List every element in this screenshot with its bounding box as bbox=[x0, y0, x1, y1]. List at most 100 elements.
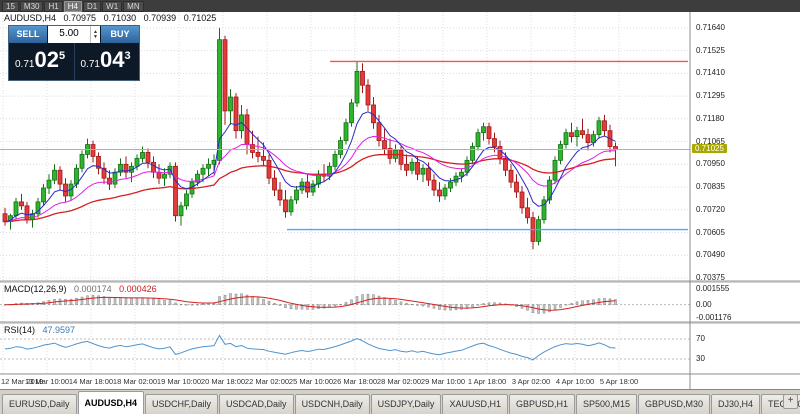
volume-field: 5.00 ▲ ▼ bbox=[47, 26, 101, 43]
date-axis-label: 29 Mar 10:00 bbox=[420, 377, 466, 386]
candle bbox=[338, 136, 343, 159]
candle bbox=[294, 186, 299, 204]
chart-tab-GBPUSD-M30[interactable]: GBPUSD,M30 bbox=[638, 394, 711, 414]
candle bbox=[233, 93, 239, 139]
period-button-D1[interactable]: D1 bbox=[82, 0, 102, 12]
period-button-H1[interactable]: H1 bbox=[44, 0, 63, 12]
buy-price-prefix: 0.71 bbox=[80, 59, 100, 70]
candle bbox=[239, 104, 244, 139]
sell-button[interactable]: SELL bbox=[9, 26, 47, 43]
candle bbox=[596, 116, 602, 139]
ma-lines bbox=[4, 111, 616, 223]
candle bbox=[206, 158, 211, 177]
timeframe-toolbar: 15 M30 H1 H4 D1 W1 MN bbox=[0, 0, 800, 12]
date-axis-label: 20 Mar 18:00 bbox=[200, 377, 246, 386]
buy-button[interactable]: BUY bbox=[101, 26, 139, 43]
candle bbox=[173, 162, 178, 222]
candle bbox=[288, 195, 294, 216]
sell-price: 0.71025 bbox=[9, 43, 75, 80]
period-button-M30[interactable]: M30 bbox=[19, 0, 44, 12]
candle bbox=[178, 201, 184, 226]
candle bbox=[30, 209, 35, 228]
sell-price-pip: 5 bbox=[58, 50, 66, 62]
chart-tab-AUDUSD-H4[interactable]: AUDUSD,H4 bbox=[77, 391, 145, 414]
candle bbox=[250, 130, 255, 159]
new-chart-button[interactable]: + bbox=[783, 394, 798, 409]
chart-tab-bar: EURUSD,Daily AUDUSD,H4 USDCHF,Daily USDCAD,… bbox=[0, 389, 800, 414]
rsi-pane bbox=[0, 334, 690, 361]
candle bbox=[228, 89, 233, 125]
rsi-line bbox=[4, 334, 616, 361]
candle bbox=[118, 158, 123, 177]
candle bbox=[332, 150, 338, 171]
chart-tab-USDJPY-Daily[interactable]: USDJPY,Daily bbox=[370, 394, 442, 414]
candle bbox=[96, 152, 101, 175]
chart-tab-XAUUSD-H1[interactable]: XAUUSD,H1 bbox=[442, 394, 508, 414]
candle bbox=[437, 182, 442, 202]
period-button-H4[interactable]: H4 bbox=[63, 0, 82, 12]
date-axis-label: 1 Apr 18:00 bbox=[467, 377, 507, 386]
date-axis-label: 19 Mar 10:00 bbox=[156, 377, 202, 386]
candle bbox=[404, 154, 409, 177]
candle bbox=[420, 164, 426, 183]
candle bbox=[52, 164, 57, 185]
period-button-W1[interactable]: W1 bbox=[102, 0, 123, 12]
period-button-MN[interactable]: MN bbox=[123, 0, 144, 12]
chart-tab-GBPUSD-H1[interactable]: GBPUSD,H1 bbox=[508, 394, 575, 414]
date-axis-label: 18 Mar 02:00 bbox=[112, 377, 158, 386]
chart-tab-DJ30-H4[interactable]: DJ30,H4 bbox=[711, 394, 761, 414]
sell-price-prefix: 0.71 bbox=[15, 59, 35, 70]
chart-tab-USDCHF-Daily[interactable]: USDCHF,Daily bbox=[145, 394, 219, 414]
horizontal-line-objects bbox=[0, 60, 690, 231]
chart-tab-USDCNH-Daily[interactable]: USDCNH,Daily bbox=[294, 394, 370, 414]
candle bbox=[112, 168, 118, 189]
candle bbox=[63, 178, 68, 202]
candle bbox=[101, 162, 107, 185]
candle bbox=[129, 162, 134, 183]
candle bbox=[558, 140, 563, 165]
candle bbox=[431, 174, 437, 196]
chart-tab-EURUSD-Daily[interactable]: EURUSD,Daily bbox=[2, 394, 77, 414]
pane-dividers bbox=[0, 12, 800, 389]
candle bbox=[481, 122, 486, 141]
candle bbox=[19, 193, 24, 210]
candle bbox=[222, 35, 228, 125]
chart-tab-USDCAD-Daily[interactable]: USDCAD,Daily bbox=[219, 394, 294, 414]
candle bbox=[409, 158, 415, 175]
candle bbox=[107, 170, 112, 191]
date-axis-label: 5 Apr 18:00 bbox=[599, 377, 639, 386]
macd-signal-line bbox=[4, 296, 616, 311]
candle bbox=[563, 128, 569, 149]
candle bbox=[140, 146, 145, 163]
candle bbox=[244, 108, 250, 155]
candle bbox=[46, 174, 52, 194]
buy-price-big: 04 bbox=[99, 47, 125, 72]
time-scale[interactable]: 12 Mar 2019 13 Mar 10:00 14 Mar 18:00 18 Ma… bbox=[0, 374, 690, 389]
candle bbox=[85, 138, 90, 159]
volume-input[interactable]: 5.00 bbox=[59, 28, 79, 39]
candle bbox=[470, 142, 475, 165]
candle bbox=[2, 207, 8, 226]
candle bbox=[184, 190, 189, 210]
candle bbox=[541, 195, 547, 224]
candle bbox=[382, 128, 387, 155]
candle bbox=[536, 215, 541, 246]
candle bbox=[574, 126, 580, 147]
chart-canvas[interactable] bbox=[0, 12, 800, 389]
date-axis-label: 14 Mar 18:00 bbox=[68, 377, 114, 386]
chart-tab-SP500-M15[interactable]: SP500,M15 bbox=[575, 394, 637, 414]
buy-price: 0.71043 bbox=[75, 43, 140, 80]
candle bbox=[321, 164, 327, 183]
period-button-15[interactable]: 15 bbox=[2, 0, 19, 12]
date-axis-label: 28 Mar 02:00 bbox=[376, 377, 422, 386]
candle bbox=[613, 142, 618, 167]
sell-price-big: 02 bbox=[34, 47, 59, 72]
candle bbox=[283, 190, 288, 218]
candle bbox=[365, 79, 371, 111]
candle bbox=[580, 118, 585, 139]
candle bbox=[519, 186, 525, 214]
candle bbox=[310, 180, 316, 196]
volume-down-button[interactable]: ▼ bbox=[93, 33, 98, 40]
volume-up-button[interactable]: ▲ bbox=[93, 28, 98, 35]
